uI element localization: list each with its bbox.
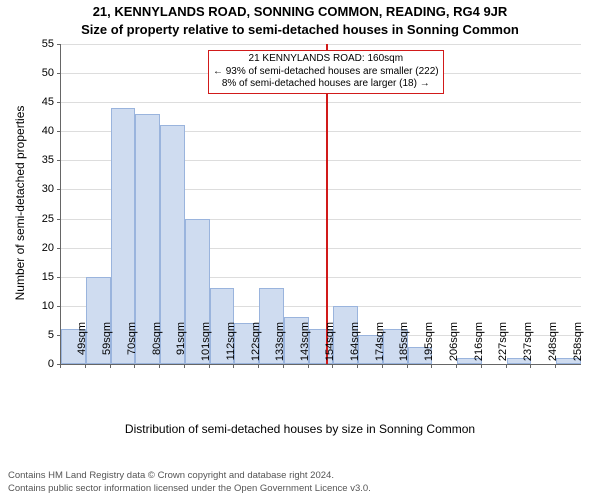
x-tick-label: 133sqm [274,322,286,372]
x-tick-mark [258,364,259,368]
gridline [61,44,581,45]
x-tick-label: 80sqm [151,322,163,372]
x-tick-mark [85,364,86,368]
y-tick-label: 50 [0,67,54,79]
y-tick-mark [57,219,61,220]
x-tick-mark [60,364,61,368]
x-tick-mark [456,364,457,368]
y-tick-label: 5 [0,329,54,341]
y-tick-mark [57,73,61,74]
gridline [61,102,581,103]
y-tick-label: 40 [0,125,54,137]
y-tick-mark [57,102,61,103]
x-tick-mark [506,364,507,368]
x-tick-label: 227sqm [497,322,509,372]
x-tick-mark [431,364,432,368]
y-tick-label: 30 [0,183,54,195]
x-tick-label: 143sqm [299,322,311,372]
x-tick-mark [332,364,333,368]
x-tick-label: 59sqm [101,322,113,372]
footer-licence: Contains public sector information licen… [8,483,371,495]
x-tick-label: 185sqm [398,322,410,372]
x-tick-mark [481,364,482,368]
x-tick-mark [209,364,210,368]
chart-container: 21, KENNYLANDS ROAD, SONNING COMMON, REA… [0,0,600,500]
x-tick-mark [184,364,185,368]
y-tick-label: 35 [0,154,54,166]
y-tick-label: 0 [0,358,54,370]
x-tick-label: 49sqm [76,322,88,372]
x-tick-label: 154sqm [324,322,336,372]
y-tick-mark [57,306,61,307]
x-tick-mark [308,364,309,368]
x-tick-label: 70sqm [126,322,138,372]
x-tick-label: 248sqm [547,322,559,372]
chart-title-line2: Size of property relative to semi-detach… [0,22,600,37]
x-tick-mark [382,364,383,368]
x-tick-label: 216sqm [473,322,485,372]
x-tick-label: 164sqm [349,322,361,372]
y-tick-label: 45 [0,96,54,108]
y-tick-mark [57,189,61,190]
x-tick-label: 174sqm [374,322,386,372]
x-tick-label: 258sqm [572,322,584,372]
x-tick-label: 112sqm [225,322,237,372]
x-tick-mark [110,364,111,368]
plot-area: 21 KENNYLANDS ROAD: 160sqm← 93% of semi-… [60,44,581,365]
annotation-line: ← 93% of semi-detached houses are smalle… [213,66,439,79]
annotation-line: 21 KENNYLANDS ROAD: 160sqm [213,53,439,66]
footer-copyright: Contains HM Land Registry data © Crown c… [8,470,334,482]
x-tick-label: 206sqm [448,322,460,372]
x-tick-mark [159,364,160,368]
x-tick-mark [357,364,358,368]
annotation-box: 21 KENNYLANDS ROAD: 160sqm← 93% of semi-… [208,50,444,94]
x-tick-mark [407,364,408,368]
x-tick-label: 237sqm [522,322,534,372]
y-tick-mark [57,248,61,249]
y-tick-label: 15 [0,271,54,283]
x-tick-label: 91sqm [175,322,187,372]
x-tick-mark [530,364,531,368]
y-tick-mark [57,44,61,45]
x-tick-mark [283,364,284,368]
chart-title-line1: 21, KENNYLANDS ROAD, SONNING COMMON, REA… [0,4,600,19]
x-tick-label: 101sqm [200,322,212,372]
annotation-line: 8% of semi-detached houses are larger (1… [213,78,439,91]
y-tick-mark [57,277,61,278]
x-tick-label: 122sqm [250,322,262,372]
y-tick-label: 25 [0,213,54,225]
x-tick-mark [555,364,556,368]
x-tick-label: 195sqm [423,322,435,372]
y-tick-mark [57,160,61,161]
x-tick-mark [233,364,234,368]
y-tick-label: 55 [0,38,54,50]
x-axis-label: Distribution of semi-detached houses by … [0,422,600,436]
y-tick-label: 10 [0,300,54,312]
x-tick-mark [134,364,135,368]
y-tick-mark [57,131,61,132]
y-tick-label: 20 [0,242,54,254]
